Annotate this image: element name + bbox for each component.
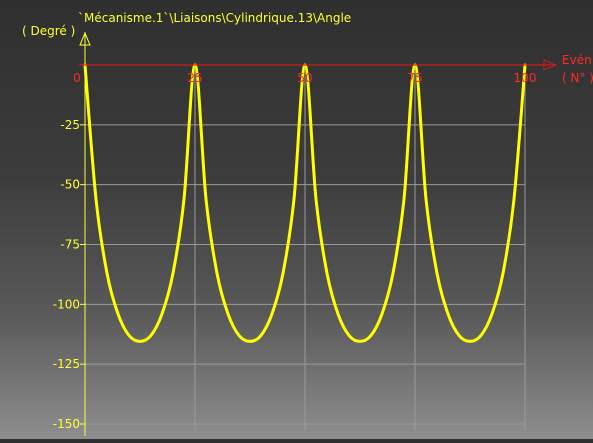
data-point <box>403 198 405 200</box>
data-point <box>337 313 339 315</box>
y-tick-label: -125 <box>53 357 80 371</box>
data-point <box>359 340 361 343</box>
data-point <box>469 340 471 343</box>
y-tick-label: -50 <box>60 178 80 192</box>
x-axis-arrow <box>543 59 558 71</box>
data-point <box>238 334 240 337</box>
y-tick-label: -100 <box>53 297 80 311</box>
data-point <box>216 272 218 275</box>
data-point <box>381 313 383 315</box>
data-point <box>326 272 328 275</box>
data-point <box>447 313 449 315</box>
x-tick-label: 50 <box>297 71 312 85</box>
data-point <box>502 272 504 275</box>
x-axis-label: Evén <box>562 53 592 67</box>
grid <box>85 65 526 430</box>
data-point <box>150 334 152 337</box>
x-tick-label: 100 <box>514 71 537 85</box>
y-axis-arrow <box>79 31 91 46</box>
x-tick-label: 25 <box>187 71 202 85</box>
y-tick-label: -150 <box>53 417 80 431</box>
data-point <box>260 334 262 337</box>
data-point <box>106 272 108 275</box>
data-point <box>249 340 251 343</box>
axes <box>79 31 558 436</box>
data-point <box>425 198 427 200</box>
data-point <box>513 198 515 200</box>
data-point <box>95 198 97 200</box>
chart-title: `Mécanisme.1`\Liaisons\Cylindrique.13\An… <box>78 11 351 25</box>
data-point <box>392 272 394 275</box>
data-point <box>436 272 438 275</box>
data-point <box>348 334 350 337</box>
x-axis-unit: ( N° ) <box>562 71 593 85</box>
y-axis-label: ( Degré ) <box>22 24 75 38</box>
data-point <box>128 334 130 337</box>
data-point <box>172 272 174 275</box>
data-point <box>117 313 119 315</box>
data-point <box>370 334 372 337</box>
x-tick-label: 75 <box>407 71 422 85</box>
data-point <box>183 198 185 200</box>
data-point <box>282 272 284 275</box>
tick-labels: -25 -50 -75 -100 -125 -150 0 25 50 75 100 <box>53 71 537 431</box>
data-point <box>271 313 273 315</box>
x-tick-label: 0 <box>73 71 81 85</box>
y-tick-label: -75 <box>60 238 80 252</box>
data-point <box>293 198 295 200</box>
y-tick-label: -25 <box>60 118 80 132</box>
data-point <box>491 313 493 315</box>
data-point <box>227 313 229 315</box>
data-point <box>315 198 317 200</box>
data-point <box>161 313 163 315</box>
data-point <box>139 340 141 343</box>
data-point <box>480 334 482 337</box>
data-point <box>458 334 460 337</box>
data-point <box>205 198 207 200</box>
